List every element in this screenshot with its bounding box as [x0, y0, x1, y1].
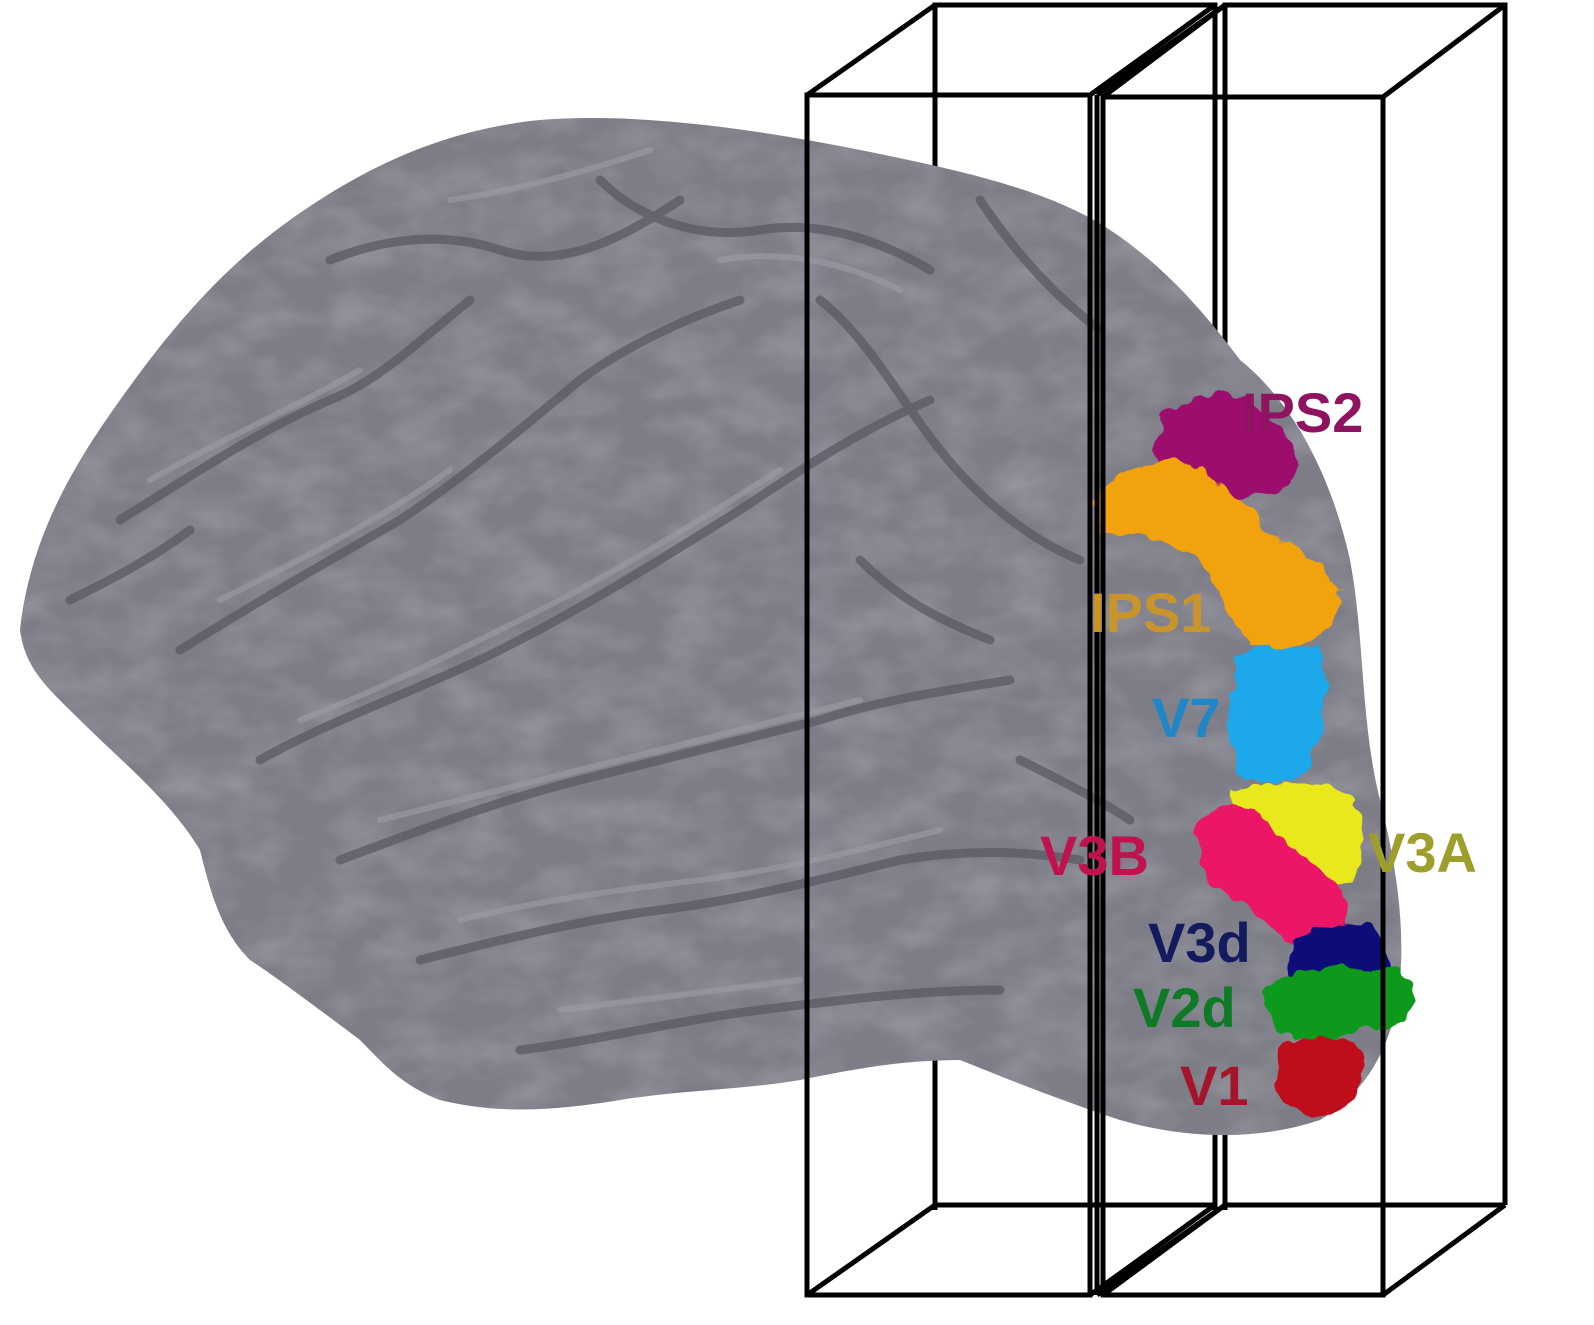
sulci	[65, 175, 1135, 1055]
roi-v2d	[1265, 965, 1415, 1041]
roi-v3b	[1197, 807, 1346, 950]
brain-surface	[20, 118, 1402, 1136]
roi-ips1	[1095, 460, 1341, 649]
label-ips1: IPS1	[1090, 581, 1211, 644]
label-v3a: V3A	[1368, 821, 1477, 884]
box-front-edges	[804, 2, 1507, 1298]
label-v2d: V2d	[1133, 976, 1236, 1039]
roi-patches	[1095, 392, 1415, 1117]
label-ips2: IPS2	[1242, 381, 1363, 444]
roi-v7	[1231, 644, 1326, 782]
gyri-highlights	[147, 147, 943, 1013]
label-v3b: V3B	[1040, 824, 1149, 887]
label-v7: V7	[1152, 686, 1221, 749]
roi-v1	[1275, 1036, 1364, 1117]
roi-labels: IPS2 IPS1 V7 V3B V3A V3d V2d V1	[1040, 381, 1477, 1117]
label-v1: V1	[1180, 1054, 1249, 1117]
label-v3d: V3d	[1148, 911, 1251, 974]
roi-v3a	[1225, 782, 1365, 887]
